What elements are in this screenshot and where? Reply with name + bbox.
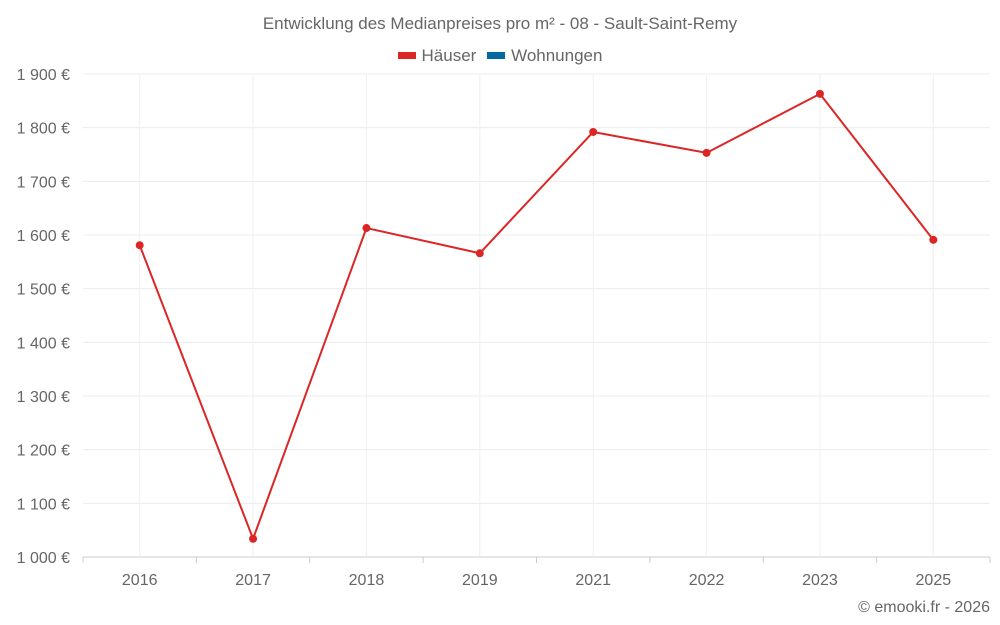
x-tick-label: 2019 <box>462 572 498 589</box>
y-tick-label: 1 000 € <box>17 550 70 567</box>
series-line <box>138 92 935 542</box>
legend-label: Häuser <box>421 45 477 65</box>
data-point <box>249 534 258 543</box>
data-point <box>362 224 371 233</box>
x-tick-label: 2022 <box>689 572 725 589</box>
y-tick-label: 1 500 € <box>17 282 70 299</box>
y-tick-label: 1 700 € <box>17 174 70 191</box>
x-tick-label: 2021 <box>575 572 611 589</box>
y-tick-label: 1 900 € <box>17 67 70 84</box>
data-point <box>475 249 484 258</box>
data-point <box>135 241 144 250</box>
data-point <box>929 235 938 244</box>
legend-swatch-wohnungen <box>487 52 506 59</box>
x-tick-label: 2017 <box>235 572 271 589</box>
data-point <box>589 127 598 136</box>
chart-title: Entwicklung des Medianpreises pro m² - 0… <box>262 14 738 33</box>
data-point <box>702 148 711 157</box>
y-tick-label: 1 100 € <box>17 496 70 513</box>
legend-label: Wohnungen <box>511 45 603 65</box>
x-tick-label: 2018 <box>349 572 385 589</box>
legend-item-wohnungen[interactable]: Wohnungen <box>487 46 602 66</box>
legend: Häuser Wohnungen <box>0 44 1000 66</box>
y-tick-label: 1 400 € <box>17 335 70 352</box>
x-tick-label: 2023 <box>802 572 838 589</box>
y-tick-label: 1 300 € <box>17 389 70 406</box>
data-point <box>815 89 824 98</box>
legend-item-haeuser[interactable]: Häuser <box>397 45 477 66</box>
x-tick-label: 2025 <box>916 572 952 589</box>
y-tick-label: 1 800 € <box>17 121 70 138</box>
x-tick-label: 2016 <box>122 572 158 589</box>
y-tick-label: 1 200 € <box>17 443 70 460</box>
credit: © emooki.fr - 2026 <box>858 599 990 616</box>
y-tick-label: 1 600 € <box>17 228 70 245</box>
legend-swatch-haeuser <box>397 52 416 59</box>
